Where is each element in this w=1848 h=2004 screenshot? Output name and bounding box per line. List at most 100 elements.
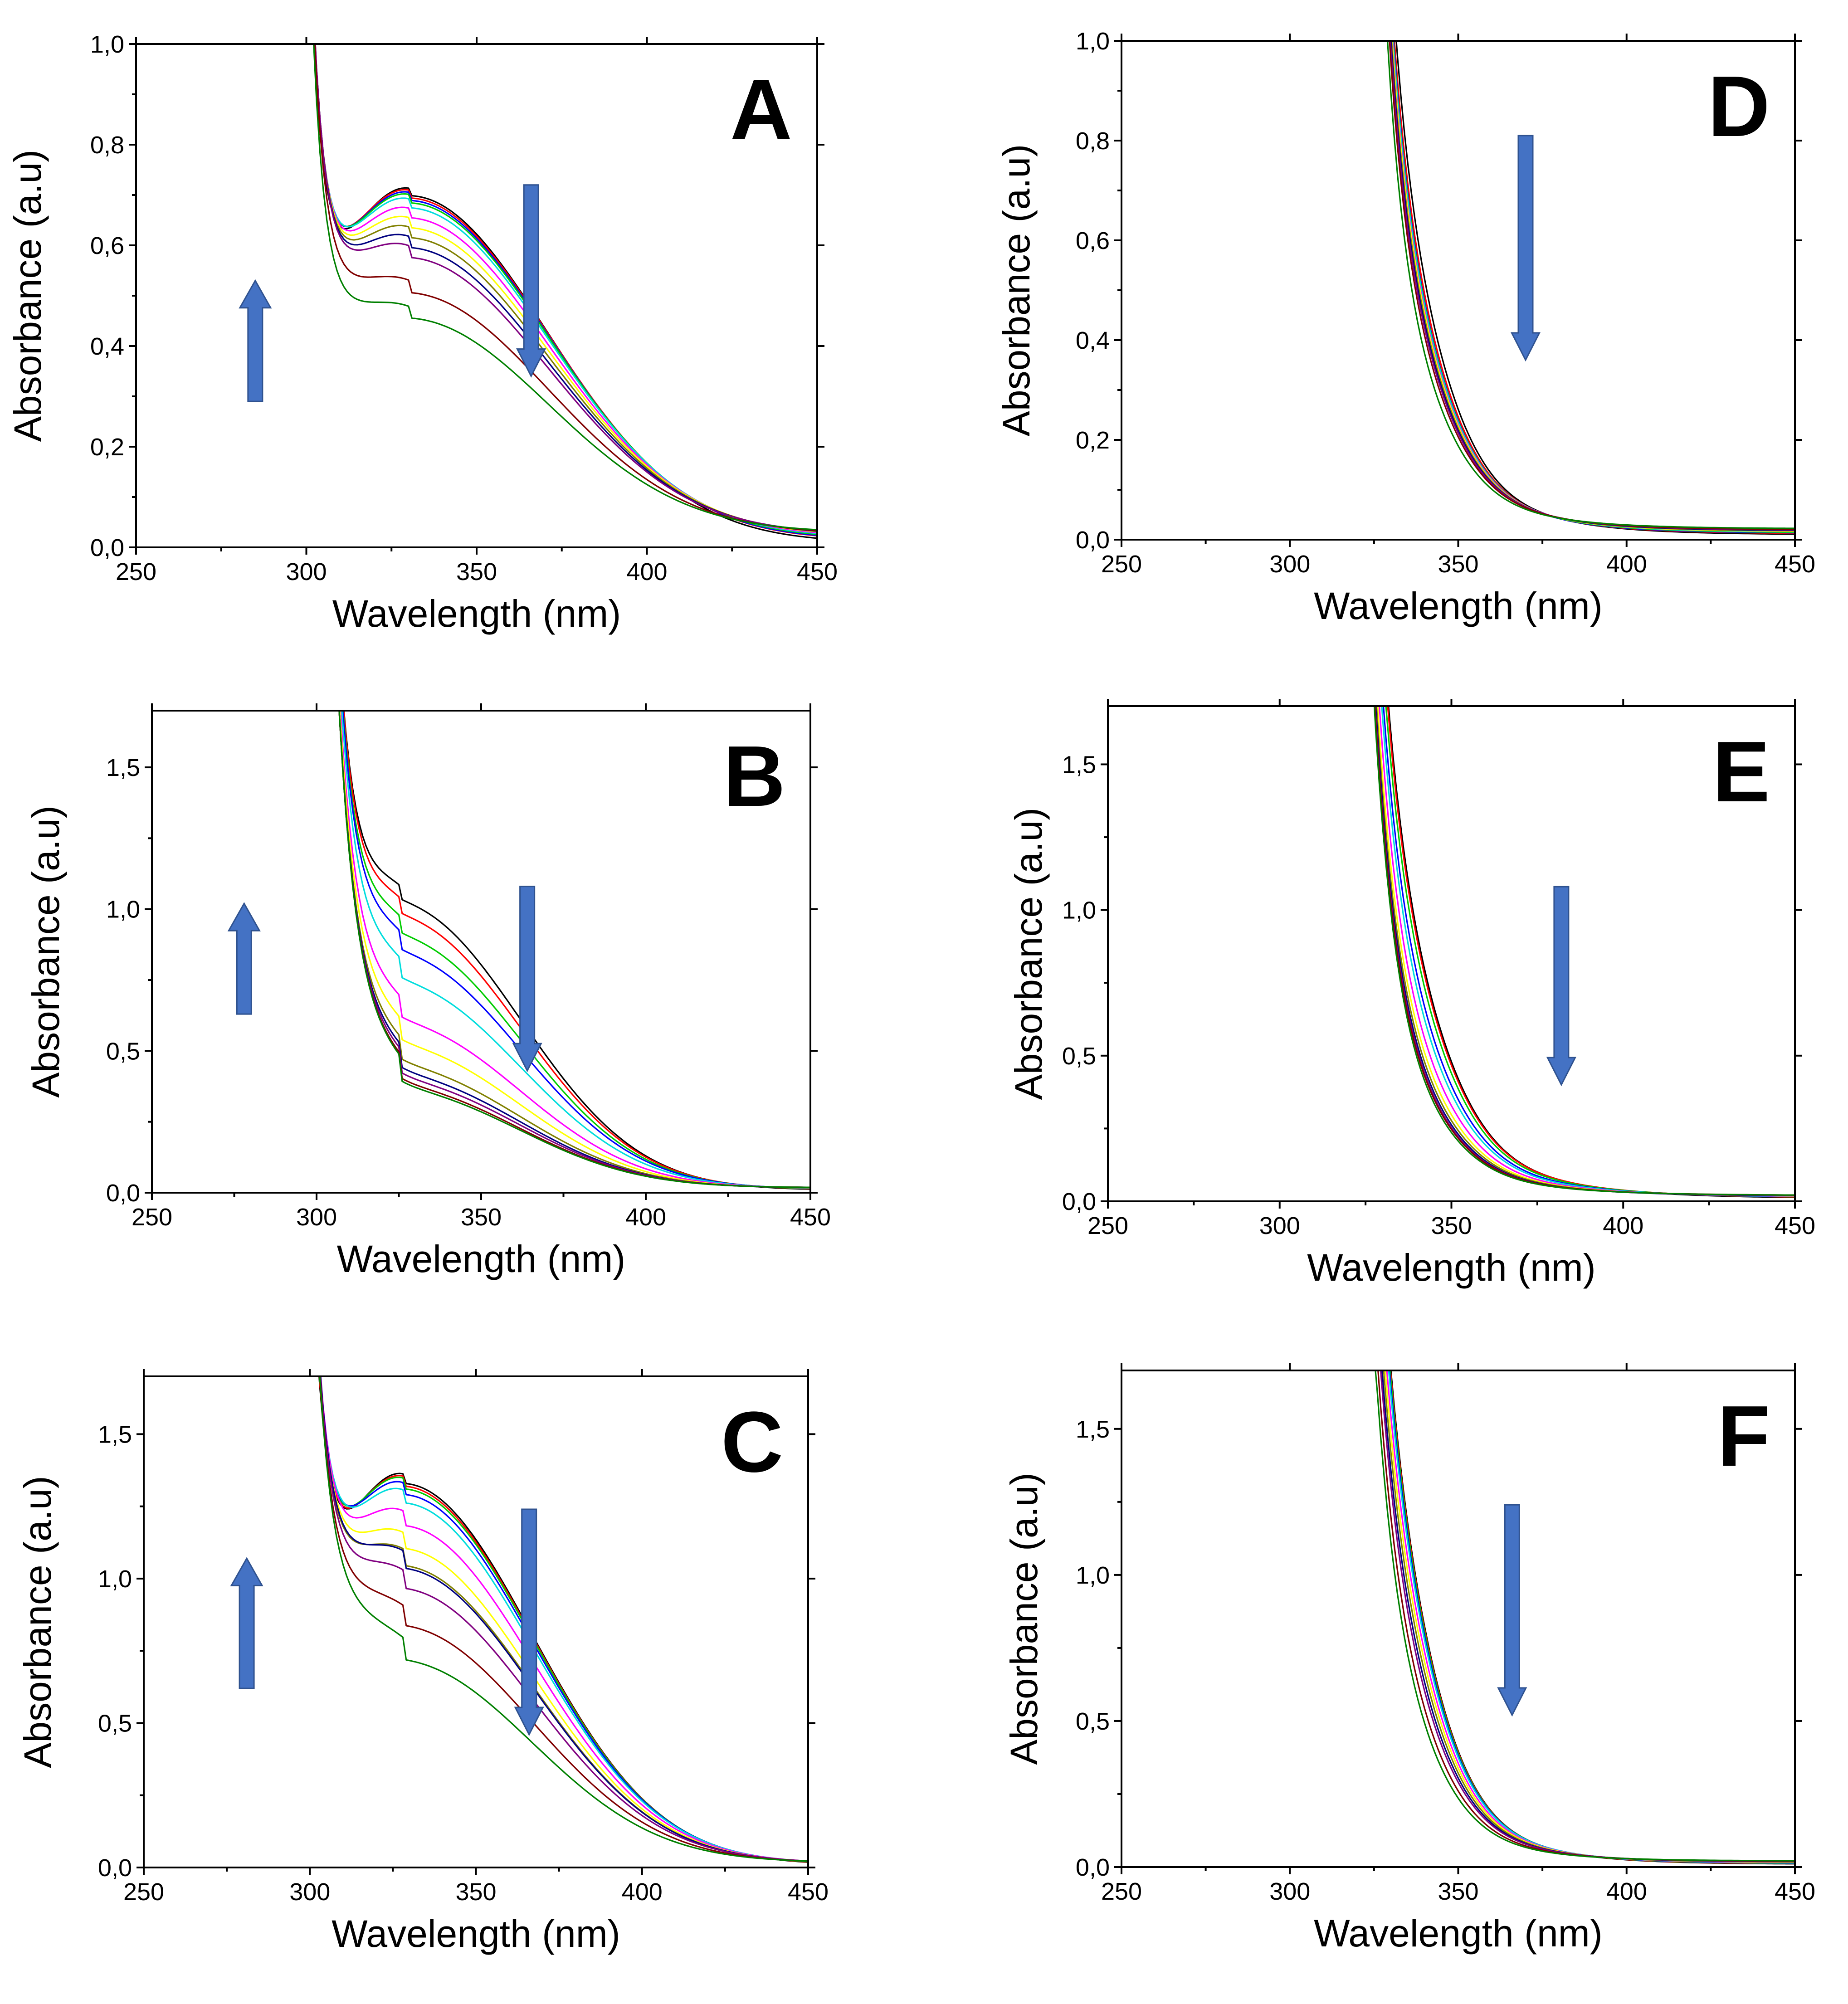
trend-arrow-down [1510,135,1541,362]
x-tick-label: 300 [1269,1878,1310,1905]
y-tick-label: 0,8 [90,132,124,159]
panel-label: F [1717,1388,1770,1484]
x-tick-label: 350 [461,1204,502,1231]
series-group [318,1376,808,1863]
trend-arrow-down [512,886,542,1073]
series-maroon [314,44,817,531]
x-tick-label: 350 [1431,1212,1472,1239]
series-group [1386,41,1795,535]
series-darkgreen [1386,41,1795,529]
series-red [314,44,817,536]
series-cyan [1392,41,1795,533]
panel-label: B [723,728,785,824]
x-tick-label: 400 [622,1878,663,1906]
x-tick-label: 450 [1775,551,1815,578]
y-tick-label: 0,5 [106,1038,140,1065]
chart-e: 250 300 350 400 450 0,0 0,5 1,0 1,5 Wavelength (n… [1007,699,1815,1289]
y-tick-label: 1,5 [98,1421,132,1448]
series-darkgreen [319,1376,808,1862]
x-tick-label: 350 [455,1878,496,1906]
series-blue [1393,41,1795,534]
series-yellow [1391,41,1795,532]
series-maroon [1389,41,1795,530]
panel-label: C [721,1394,783,1490]
y-tick-label: 0,5 [98,1710,132,1737]
series-navy [314,44,817,532]
x-axis-title: Wavelength (nm) [1314,585,1602,627]
series-magenta [320,1376,808,1862]
series-darkgreen [338,711,810,1188]
x-tick-label: 250 [123,1878,164,1906]
x-axis-title: Wavelength (nm) [332,592,621,635]
y-tick-label: 0,0 [1062,1188,1096,1215]
x-tick-label: 450 [790,1204,831,1231]
y-tick-label: 0,5 [1076,1708,1110,1735]
x-tick-label: 400 [1606,551,1647,578]
y-tick-label: 0,0 [90,534,124,561]
series-purple [1390,41,1795,531]
series-purple [319,1376,808,1862]
series-red [1394,41,1795,534]
chart-f: 250 300 350 400 450 0,0 0,5 1,0 1,5 Wavelength (n… [1003,1363,1815,1955]
trend-arrow-down [514,1508,544,1736]
y-tick-label: 1,5 [1076,1416,1110,1443]
x-tick-label: 350 [456,558,497,585]
series-magenta [314,44,817,533]
y-axis-title: Absorbance (a.u) [1003,1473,1045,1765]
y-tick-label: 0,6 [90,232,124,259]
y-tick-label: 0,0 [1076,1854,1110,1881]
chart-a: 250 300 350 400 450 0,0 0,2 0,4 0,6 0,8 1,0 Wavelen… [6,31,838,635]
y-tick-label: 0,0 [1076,527,1110,554]
x-tick-label: 250 [132,1204,172,1231]
series-olive [1390,41,1795,531]
y-axis-title: Absorbance (a.u) [24,805,67,1097]
series-olive [314,44,817,532]
x-tick-label: 400 [626,558,667,585]
series-yellow [314,44,817,532]
y-tick-label: 1,0 [106,896,140,923]
panel-label: A [730,62,792,158]
plot-frame [1121,1370,1796,1868]
panel-label: E [1712,724,1770,820]
x-tick-label: 300 [296,1204,337,1231]
series-cyan [341,711,810,1189]
y-tick-label: 1,0 [1062,897,1096,924]
x-tick-label: 250 [1087,1212,1128,1239]
series-magenta [340,711,810,1189]
series-group [1373,706,1795,1198]
chart-d: 250 300 350 400 450 0,0 0,2 0,4 0,6 0,8 1,0 Wavelen… [995,28,1815,627]
y-axis-title: Absorbance (a.u) [995,144,1038,436]
y-tick-label: 0,0 [106,1180,140,1207]
series-cyan [314,44,817,534]
x-tick-label: 250 [116,558,156,585]
y-axis-title: Absorbance (a.u) [16,1476,59,1768]
series-darkgreen [313,44,817,531]
x-tick-label: 450 [788,1878,829,1906]
y-tick-label: 0,4 [1076,327,1110,354]
series-navy [1390,41,1795,531]
x-tick-label: 300 [1269,551,1310,578]
y-tick-label: 1,0 [1076,28,1110,55]
series-group [338,711,810,1190]
panel-label: D [1708,59,1770,155]
series-purple [314,44,817,531]
x-tick-label: 300 [286,558,327,585]
trend-arrow-up [227,902,261,1015]
series-cyan [320,1376,808,1862]
trend-arrow-up [239,279,272,402]
plot-frame [1121,40,1796,541]
y-tick-label: 1,0 [98,1565,132,1593]
y-tick-label: 1,0 [90,31,124,58]
x-tick-label: 300 [289,1878,330,1906]
y-tick-label: 0,8 [1076,127,1110,155]
x-tick-label: 450 [797,558,838,585]
x-tick-label: 350 [1438,551,1478,578]
series-darkgreen [1375,1370,1795,1862]
series-maroon [319,1376,808,1862]
y-tick-label: 1,5 [106,754,140,781]
chart-b: 250 300 350 400 450 0,0 0,5 1,0 1,5 Wavelength (n… [24,703,831,1280]
series-magenta [1391,41,1795,532]
y-tick-label: 0,4 [90,333,124,360]
x-axis-title: Wavelength (nm) [1314,1912,1602,1955]
